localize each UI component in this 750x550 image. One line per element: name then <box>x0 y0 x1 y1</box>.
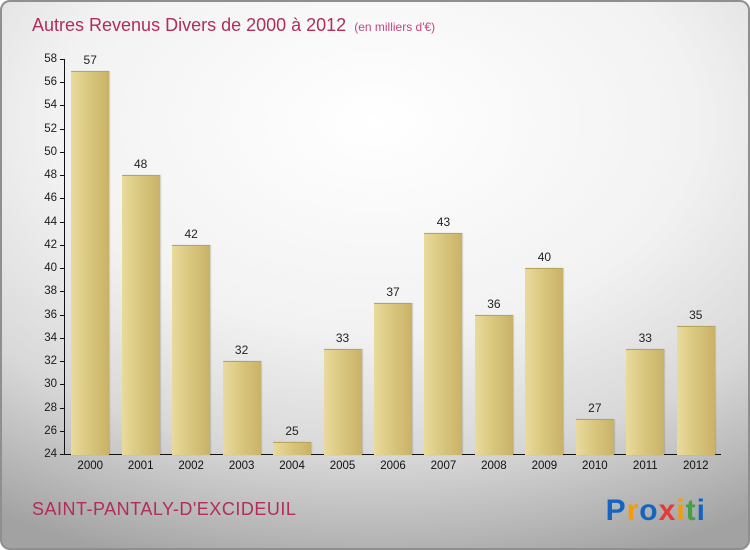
x-axis-year-label: 2008 <box>481 460 507 472</box>
y-axis-tick-label: 46 <box>44 192 57 205</box>
y-axis-tick-label: 26 <box>44 424 57 437</box>
y-axis-tick-label: 28 <box>44 401 57 414</box>
bar-2009 <box>525 268 564 455</box>
y-axis-tick-label: 56 <box>44 76 57 89</box>
y-axis-tick-mark <box>60 291 65 293</box>
logo-letter: o <box>639 494 659 527</box>
y-axis-tick-mark <box>60 454 65 455</box>
bar-2000 <box>71 70 110 455</box>
y-axis-tick-label: 36 <box>44 308 57 321</box>
y-axis-tick-label: 24 <box>44 448 57 460</box>
bar-value-label: 33 <box>638 331 652 346</box>
bar-2002 <box>172 244 211 455</box>
y-axis-tick-label: 38 <box>44 285 57 298</box>
y-axis-tick-label: 40 <box>44 262 57 275</box>
x-axis-year-label: 2002 <box>178 460 204 472</box>
bar-value-label: 37 <box>386 284 400 299</box>
bar-value-label: 32 <box>234 343 249 358</box>
bar-2011 <box>626 349 665 455</box>
y-axis-tick-label: 52 <box>44 122 57 135</box>
bar-value-label: 40 <box>537 250 552 265</box>
y-axis-tick-mark <box>60 59 65 60</box>
x-axis-year-label: 2007 <box>430 460 457 472</box>
y-axis-tick-mark <box>60 314 65 316</box>
y-axis-tick-mark <box>60 128 65 130</box>
y-axis-tick-label: 50 <box>44 145 57 158</box>
bar-2010 <box>575 419 614 455</box>
chart-subtitle: (en milliers d'€) <box>354 20 436 34</box>
chart-title: Autres Revenus Divers de 2000 à 2012 <box>32 15 347 35</box>
y-axis-tick-mark <box>60 198 65 200</box>
x-axis-year-label: 2011 <box>632 460 658 472</box>
bar-2006 <box>374 302 412 455</box>
x-axis-year-label: 2004 <box>279 460 305 472</box>
x-axis-year-label: 2001 <box>127 460 154 472</box>
y-axis-tick-label: 48 <box>44 169 57 182</box>
y-axis-tick-mark <box>60 151 65 153</box>
bar-value-label: 57 <box>83 52 97 67</box>
bar-2008 <box>474 314 513 455</box>
logo-letter: i <box>696 494 706 527</box>
logo-letter: x <box>658 494 677 527</box>
commune-name: SAINT-PANTALY-D'EXCIDEUIL <box>32 499 297 519</box>
logo-letter: i <box>676 494 686 527</box>
y-axis-tick-mark <box>60 244 65 246</box>
x-axis-year-label: 2012 <box>682 460 709 472</box>
y-axis-tick-mark <box>60 221 65 223</box>
bar-2003 <box>222 361 261 455</box>
y-axis-tick-label: 44 <box>44 215 57 228</box>
bar-value-label: 42 <box>184 226 198 241</box>
x-axis-year-label: 2006 <box>380 460 406 472</box>
bar-value-label: 43 <box>436 215 451 230</box>
y-axis-tick-mark <box>60 268 65 270</box>
x-axis-year-label: 2003 <box>228 460 255 472</box>
y-axis-tick-mark <box>60 105 65 107</box>
x-axis-year-label: 2000 <box>77 460 104 472</box>
y-axis-tick-mark <box>60 384 65 386</box>
y-axis-tick-label: 54 <box>44 99 57 112</box>
bar-value-label: 27 <box>588 401 602 416</box>
bar-2005 <box>323 349 362 455</box>
y-axis-tick-label: 58 <box>44 53 57 65</box>
bar-2001 <box>121 175 160 455</box>
y-axis-tick-mark <box>60 337 65 339</box>
x-axis-year-label: 2009 <box>531 460 558 472</box>
bar-value-label: 48 <box>134 157 148 172</box>
bar-chart-plot-area: 24 26 28 30 32 34 36 38 40 42 44 46 48 50 52 54 56 58 57 20… <box>44 53 721 472</box>
bar-value-label: 36 <box>487 296 501 311</box>
y-axis-tick-mark <box>60 175 65 177</box>
bar-value-label: 35 <box>689 308 703 323</box>
logo-letter: r <box>626 494 640 527</box>
bar-value-label: 33 <box>335 331 350 346</box>
bar-2007 <box>424 233 463 455</box>
logo-letter: P <box>605 494 627 527</box>
y-axis-tick-label: 42 <box>44 238 57 251</box>
y-axis-tick-label: 34 <box>44 331 57 344</box>
y-axis-tick-mark <box>60 361 65 363</box>
y-axis-tick-mark <box>60 82 65 84</box>
y-axis-tick-mark <box>60 430 65 432</box>
x-axis-year-label: 2005 <box>329 460 356 472</box>
bar-value-label: 25 <box>285 424 299 439</box>
y-axis-tick-label: 30 <box>44 378 57 391</box>
proxiti-logo: Proxiti <box>606 494 706 528</box>
y-axis-tick-mark <box>60 407 65 409</box>
logo-letter: t <box>685 494 697 527</box>
y-axis-tick-label: 32 <box>44 355 57 368</box>
chart-header: Autres Revenus Divers de 2000 à 2012 (en … <box>32 15 435 36</box>
bar-2004 <box>273 442 312 455</box>
x-axis-year-label: 2010 <box>582 460 608 472</box>
bar-2012 <box>676 326 715 455</box>
